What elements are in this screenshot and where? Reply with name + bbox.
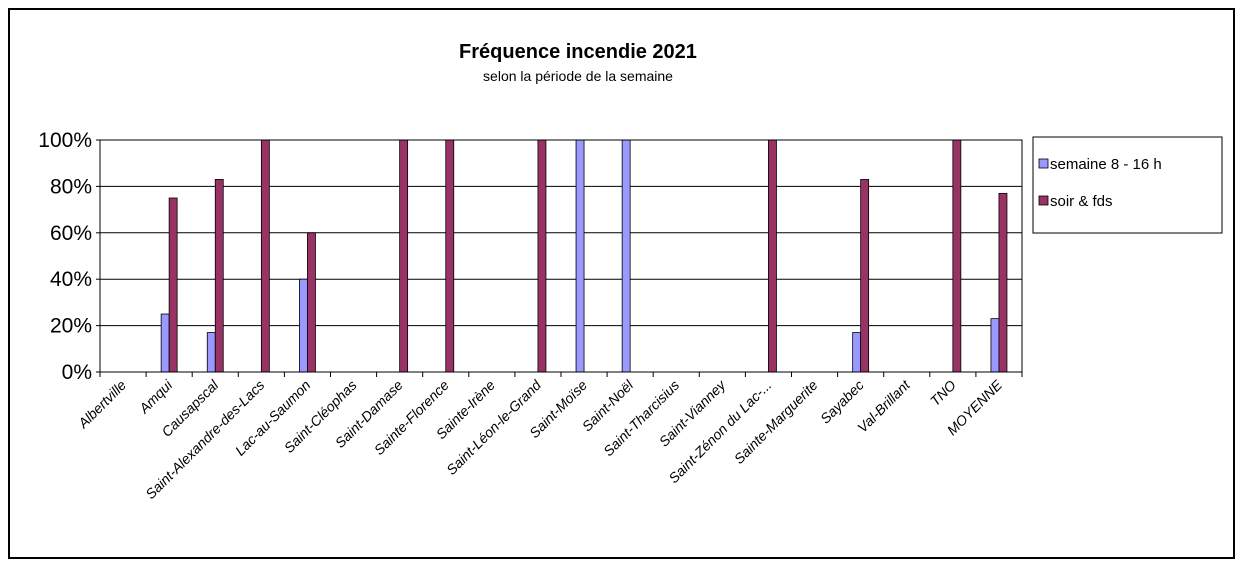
y-tick-label: 100% (38, 129, 92, 152)
bar-soir-16 (860, 179, 870, 373)
plot-area-border (99, 139, 1023, 373)
bar-soir-14 (768, 139, 777, 373)
x-tick-label: Amqui (135, 376, 176, 417)
grid-layer (100, 139, 1022, 327)
legend-box (1032, 136, 1223, 234)
legend-swatch-semaine (1038, 158, 1049, 169)
chart-frame: Fréquence incendie 2021 selon la période… (8, 8, 1235, 559)
legend-swatch-soir (1038, 195, 1049, 206)
x-tick-labels: Albertville AmquiCausapscalSaint-Alexandr… (74, 376, 1005, 502)
bar-soir-7 (445, 139, 455, 373)
bar-semaine-10 (575, 139, 585, 373)
legend-label-semaine: semaine 8 - 16 h (1050, 156, 1162, 173)
bar-soir-1 (168, 197, 178, 373)
y-tick-label: 60% (50, 222, 92, 245)
chart-subtitle: selon la période de la semaine (483, 68, 673, 84)
chart-title: Fréquence incendie 2021 (459, 41, 697, 63)
bar-soir-9 (537, 139, 547, 373)
legend: semaine 8 - 16 h soir & fds (1032, 136, 1223, 234)
bar-soir-19 (998, 192, 1008, 373)
x-tick-label: Sainte-Marguerite (731, 377, 821, 467)
legend-label-soir: soir & fds (1050, 193, 1113, 210)
bar-soir-3 (260, 139, 270, 373)
y-tick-labels: 0% 20% 40% 60% 80% 100% (38, 129, 92, 384)
bar-soir-2 (214, 179, 224, 373)
bar-soir-6 (399, 139, 409, 373)
bar-semaine-19 (990, 318, 1000, 373)
x-tick-label: Albertville (74, 377, 129, 432)
y-tick-label: 40% (50, 268, 92, 291)
bar-soir-4 (307, 232, 316, 373)
bar-semaine-2 (206, 332, 216, 373)
y-tick-label: 80% (50, 175, 92, 198)
bar-semaine-16 (852, 332, 862, 373)
bar-semaine-4 (299, 278, 308, 373)
bar-semaine-1 (160, 313, 170, 373)
y-tick-label: 20% (50, 315, 92, 338)
chart-svg: Fréquence incendie 2021 selon la période… (38, 41, 1223, 502)
bars-layer (160, 139, 1008, 373)
bar-soir-18 (952, 139, 962, 373)
bar-semaine-11 (621, 139, 631, 373)
y-tick-label: 0% (62, 361, 92, 384)
axis-layer (96, 139, 1023, 377)
x-tick-label: TNO (927, 377, 959, 409)
